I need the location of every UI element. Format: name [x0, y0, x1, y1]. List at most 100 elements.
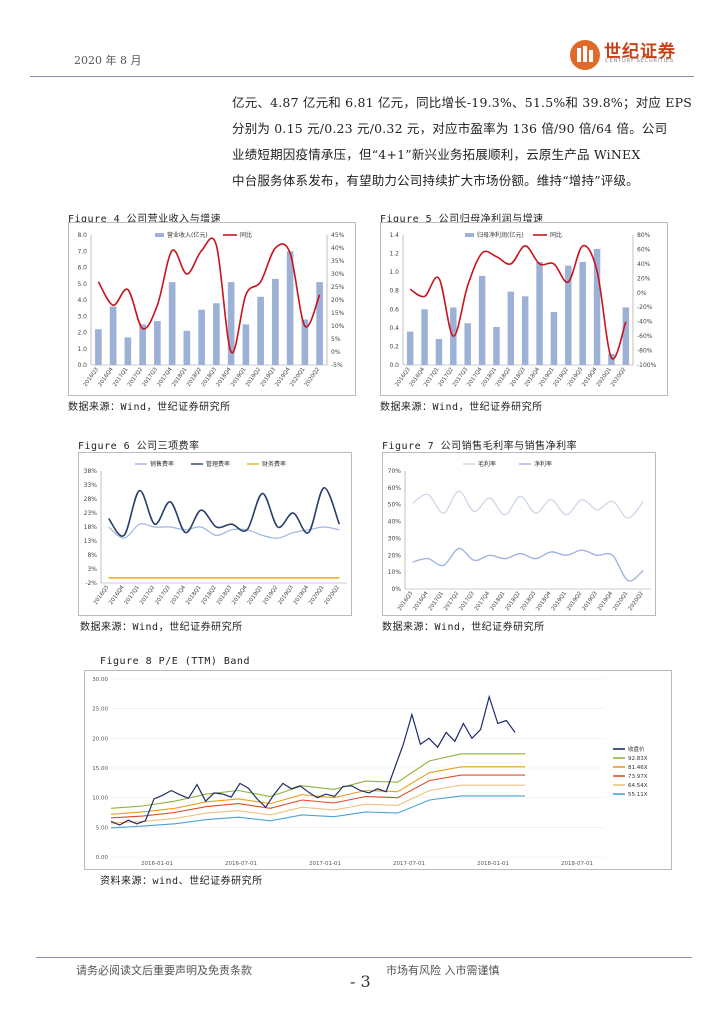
y-tick-label: 30% — [388, 535, 402, 542]
paragraph-line: 业绩短期因疫情承压，但“4+1”新兴业务拓展顺利，云原生产品 WiNEX — [232, 147, 641, 162]
legend-line-label: 同比 — [550, 231, 562, 239]
figure-7-title: Figure 7 公司销售毛利率与销售净利率 — [382, 441, 578, 452]
y-left-tick-label: 0.0 — [77, 362, 87, 369]
y-tick-label: 10% — [388, 569, 402, 576]
legend-label: 81.46X — [628, 765, 648, 771]
bar — [272, 278, 279, 365]
y-right-tick-label: 20% — [637, 275, 651, 282]
bar — [213, 303, 220, 365]
y-tick-label: 60% — [388, 485, 402, 492]
legend-bar-label: 归母净利润(亿元) — [477, 231, 524, 239]
bar — [301, 319, 309, 365]
y-tick-label: 25.00 — [92, 707, 108, 713]
legend-label: 销售费率 — [150, 460, 174, 468]
y-tick-label: 38% — [84, 468, 98, 475]
footer-risk-note: 市场有风险 入市需谨慎 — [386, 964, 500, 977]
y-right-tick-label: 0% — [637, 290, 647, 297]
y-left-tick-label: 8.0 — [77, 232, 87, 239]
report-date: 2020 年 8 月 — [74, 54, 142, 67]
legend-bar-swatch — [465, 233, 474, 237]
y-tick-label: 33% — [84, 482, 98, 489]
y-left-tick-label: 0.0 — [389, 362, 399, 369]
y-tick-label: -2% — [85, 580, 97, 587]
y-left-tick-label: 5.0 — [77, 281, 87, 288]
bar — [406, 331, 414, 365]
y-right-tick-label: -5% — [331, 362, 343, 369]
y-right-tick-label: 35% — [331, 258, 345, 265]
y-left-tick-label: 4.0 — [77, 297, 87, 304]
bar — [478, 275, 486, 365]
y-tick-label: 50% — [388, 502, 402, 509]
y-tick-label: 13% — [84, 538, 98, 545]
figure-6-title: Figure 6 公司三项费率 — [78, 441, 200, 452]
paragraph-line: 中台服务体系发布，有望助力公司持续扩大市场份额。维持“增持”评级。 — [232, 173, 639, 188]
bar — [109, 306, 117, 365]
y-left-tick-label: 0.4 — [389, 325, 399, 332]
y-right-tick-label: 15% — [331, 310, 345, 317]
paragraph-line: 分别为 0.15 元/0.23 元/0.32 元，对应市盈率为 136 倍/90… — [232, 121, 668, 136]
legend-label: 92.83X — [628, 756, 648, 762]
bar — [622, 307, 630, 365]
y-right-tick-label: 5% — [331, 336, 341, 343]
figure-7-source: 数据来源：Wind，世纪证券研究所 — [382, 622, 545, 633]
bar — [435, 339, 443, 365]
figure-8-title: Figure 8 P/E (TTM) Band — [100, 656, 250, 667]
figure-6-source: 数据来源：Wind，世纪证券研究所 — [80, 622, 243, 633]
bar — [579, 261, 586, 365]
y-tick-label: 30.00 — [92, 677, 108, 683]
legend-label: 财务费率 — [262, 460, 286, 468]
bar — [124, 337, 132, 365]
page-number: - 3 — [350, 972, 371, 991]
legend-bar-swatch — [155, 233, 164, 237]
bar — [493, 326, 500, 365]
x-tick-label: 2018-01-01 — [477, 861, 509, 867]
growth-line — [409, 244, 627, 360]
bar — [168, 282, 176, 365]
y-tick-label: 10.00 — [92, 796, 108, 802]
y-right-tick-label: 80% — [637, 232, 651, 239]
y-right-tick-label: 40% — [331, 245, 345, 252]
legend-label: 净利率 — [534, 460, 552, 468]
bar — [95, 329, 102, 365]
series-line — [108, 523, 340, 539]
y-right-tick-label: -40% — [637, 319, 653, 326]
y-right-tick-label: -80% — [637, 348, 653, 355]
bar — [507, 291, 515, 365]
bar — [139, 324, 146, 365]
bar — [593, 248, 601, 365]
y-tick-label: 40% — [388, 519, 402, 526]
company-logo-subtitle: CENTURY SECURITIES — [605, 58, 674, 64]
y-tick-label: 0% — [391, 586, 401, 593]
y-tick-label: 15.00 — [92, 766, 108, 772]
pe-band-line — [110, 774, 525, 819]
y-tick-label: 28% — [84, 496, 98, 503]
bar — [608, 353, 615, 365]
legend-label: 管理费率 — [206, 460, 230, 468]
figure-5-title: Figure 5 公司归母净利润与增速 — [380, 214, 544, 225]
company-logo-text: 世纪证券 — [604, 42, 676, 62]
legend-label: 73.97X — [628, 774, 648, 780]
y-tick-label: 70% — [388, 468, 402, 475]
legend-label: 64.54X — [628, 783, 648, 789]
y-tick-label: 23% — [84, 510, 98, 517]
bar — [521, 296, 529, 365]
company-logo-icon — [570, 40, 600, 70]
y-tick-label: 3% — [87, 566, 97, 573]
x-tick-label: 2020Q2 — [324, 585, 341, 606]
bar — [242, 324, 250, 365]
y-left-tick-label: 0.6 — [389, 306, 399, 313]
y-right-tick-label: 30% — [331, 271, 345, 278]
series-line — [412, 547, 644, 582]
figure-6-chart: -2%3%8%13%18%23%28%33%38%销售费率 管理费率 财务费率201… — [78, 452, 352, 616]
figure-4-title: Figure 4 公司营业收入与增速 — [68, 214, 222, 225]
bar — [464, 323, 471, 365]
y-tick-label: 0.00 — [96, 855, 109, 861]
bar — [286, 251, 294, 365]
pe-band-line — [110, 766, 525, 815]
footer-disclaimer-link[interactable]: 请务必阅读文后重要声明及免责条款 — [76, 964, 252, 977]
y-right-tick-label: 10% — [331, 323, 345, 330]
pe-band-line — [110, 795, 525, 829]
y-tick-label: 5.00 — [96, 825, 109, 831]
x-tick-label: 2018-07-01 — [561, 861, 593, 867]
bar — [536, 261, 543, 365]
